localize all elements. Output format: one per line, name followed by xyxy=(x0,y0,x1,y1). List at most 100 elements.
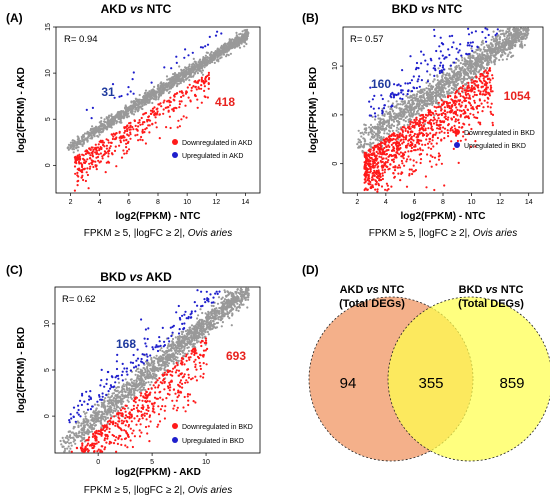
scatter-point-other xyxy=(161,86,164,89)
scatter-point-down xyxy=(370,153,373,156)
scatter-point-up xyxy=(214,34,218,37)
scatter-point-up xyxy=(496,28,499,31)
scatter-point-other xyxy=(196,66,200,69)
scatter-point-other xyxy=(501,53,504,57)
scatter-point-other xyxy=(209,61,212,64)
scatter-point-other xyxy=(408,114,411,117)
scatter-point-down xyxy=(435,142,438,145)
scatter-point-down xyxy=(367,153,370,156)
scatter-point-down xyxy=(413,132,416,136)
scatter-point-other xyxy=(157,98,160,101)
scatter-point-other xyxy=(491,52,494,55)
scatter-point-other xyxy=(140,102,143,105)
scatter-point-other xyxy=(388,113,391,116)
scatter-point-other xyxy=(496,50,499,53)
scatter-point-up xyxy=(91,106,94,109)
scatter-point-down xyxy=(168,115,171,118)
scatter-point-down xyxy=(154,121,157,124)
scatter-point-down xyxy=(490,112,493,115)
scatter-point-other xyxy=(474,58,477,61)
scatter-point-down xyxy=(167,109,170,112)
scatter-point-down xyxy=(426,153,429,156)
scatter-point-down xyxy=(454,92,457,95)
scatter-point-up xyxy=(438,70,441,73)
scatter-point-down xyxy=(197,80,200,83)
scatter-point-other xyxy=(441,94,444,97)
scatter-point-down xyxy=(159,102,162,105)
scatter-point-other xyxy=(373,134,376,137)
scatter-point-other xyxy=(455,86,458,89)
scatter-point-other xyxy=(174,81,177,84)
scatter-point-down xyxy=(98,140,101,143)
scatter-point-down xyxy=(114,132,118,135)
scatter-point-other xyxy=(228,38,231,41)
scatter-point-other xyxy=(152,97,155,100)
scatter-point-other xyxy=(153,85,156,88)
scatter-point-down xyxy=(470,78,473,81)
scatter-point-other xyxy=(240,36,243,40)
scatter-point-down xyxy=(431,128,434,131)
scatter-point-down xyxy=(419,127,422,130)
scatter-point-down xyxy=(390,185,393,188)
scatter-point-other xyxy=(150,89,153,92)
scatter-point-other xyxy=(399,111,402,114)
scatter-point-other xyxy=(86,140,89,143)
scatter-point-up xyxy=(410,90,414,93)
scatter-point-other xyxy=(104,121,107,124)
chart-title: AKD vs NTC xyxy=(101,2,172,16)
scatter-point-up xyxy=(418,75,421,78)
y-tick-label: 10 xyxy=(332,62,339,70)
scatter-point-other xyxy=(370,135,373,139)
scatter-point-other xyxy=(212,52,215,55)
scatter-point-other xyxy=(455,66,458,69)
scatter-point-other xyxy=(422,96,425,99)
scatter-point-other xyxy=(120,115,123,118)
scatter-point-other xyxy=(86,137,89,140)
scatter-point-other xyxy=(403,124,406,127)
scatter-point-down xyxy=(422,125,425,128)
scatter-point-down xyxy=(447,123,450,126)
scatter-point-other xyxy=(171,82,174,85)
scatter-point-down xyxy=(428,140,431,143)
scatter-point-down xyxy=(443,106,446,109)
x-tick-label: 4 xyxy=(384,199,388,206)
scatter-point-up xyxy=(484,36,487,39)
scatter-point-other xyxy=(219,51,222,54)
scatter-point-other xyxy=(153,94,156,98)
scatter-point-down xyxy=(82,178,85,182)
scatter-point-down xyxy=(439,105,442,108)
scatter-point-down xyxy=(408,134,411,137)
scatter-point-other xyxy=(481,51,484,54)
scatter-point-other xyxy=(214,51,217,54)
scatter-point-other xyxy=(417,107,420,110)
scatter-point-down xyxy=(140,135,143,139)
scatter-point-up xyxy=(481,30,484,34)
scatter-point-up xyxy=(382,107,386,110)
scatter-point-other xyxy=(464,68,467,71)
scatter-point-down xyxy=(435,112,438,115)
scatter-point-other xyxy=(149,94,152,97)
scatter-point-other xyxy=(407,118,410,121)
scatter-point-other xyxy=(182,80,185,83)
scatter-point-up xyxy=(415,86,418,90)
scatter-point-other xyxy=(188,79,191,82)
scatter-point-down xyxy=(399,179,402,182)
scatter-point-down xyxy=(446,131,450,134)
scatter-point-down xyxy=(207,87,210,90)
scatter-point-other xyxy=(150,381,153,384)
scatter-point-down xyxy=(432,122,436,125)
scatter-point-up xyxy=(187,54,190,57)
scatter-point-down xyxy=(387,144,390,147)
x-tick-label: 2 xyxy=(69,199,73,206)
scatter-point-other xyxy=(396,103,399,106)
scatter-point-down xyxy=(396,166,399,169)
x-tick-label: 6 xyxy=(127,199,131,206)
scatter-point-down xyxy=(172,109,175,113)
scatter-point-down xyxy=(155,126,158,129)
scatter-point-other xyxy=(133,106,136,109)
scatter-point-up xyxy=(487,33,490,37)
scatter-point-other xyxy=(151,101,154,105)
scatter-point-down xyxy=(438,113,441,116)
scatter-point-other xyxy=(210,59,214,62)
